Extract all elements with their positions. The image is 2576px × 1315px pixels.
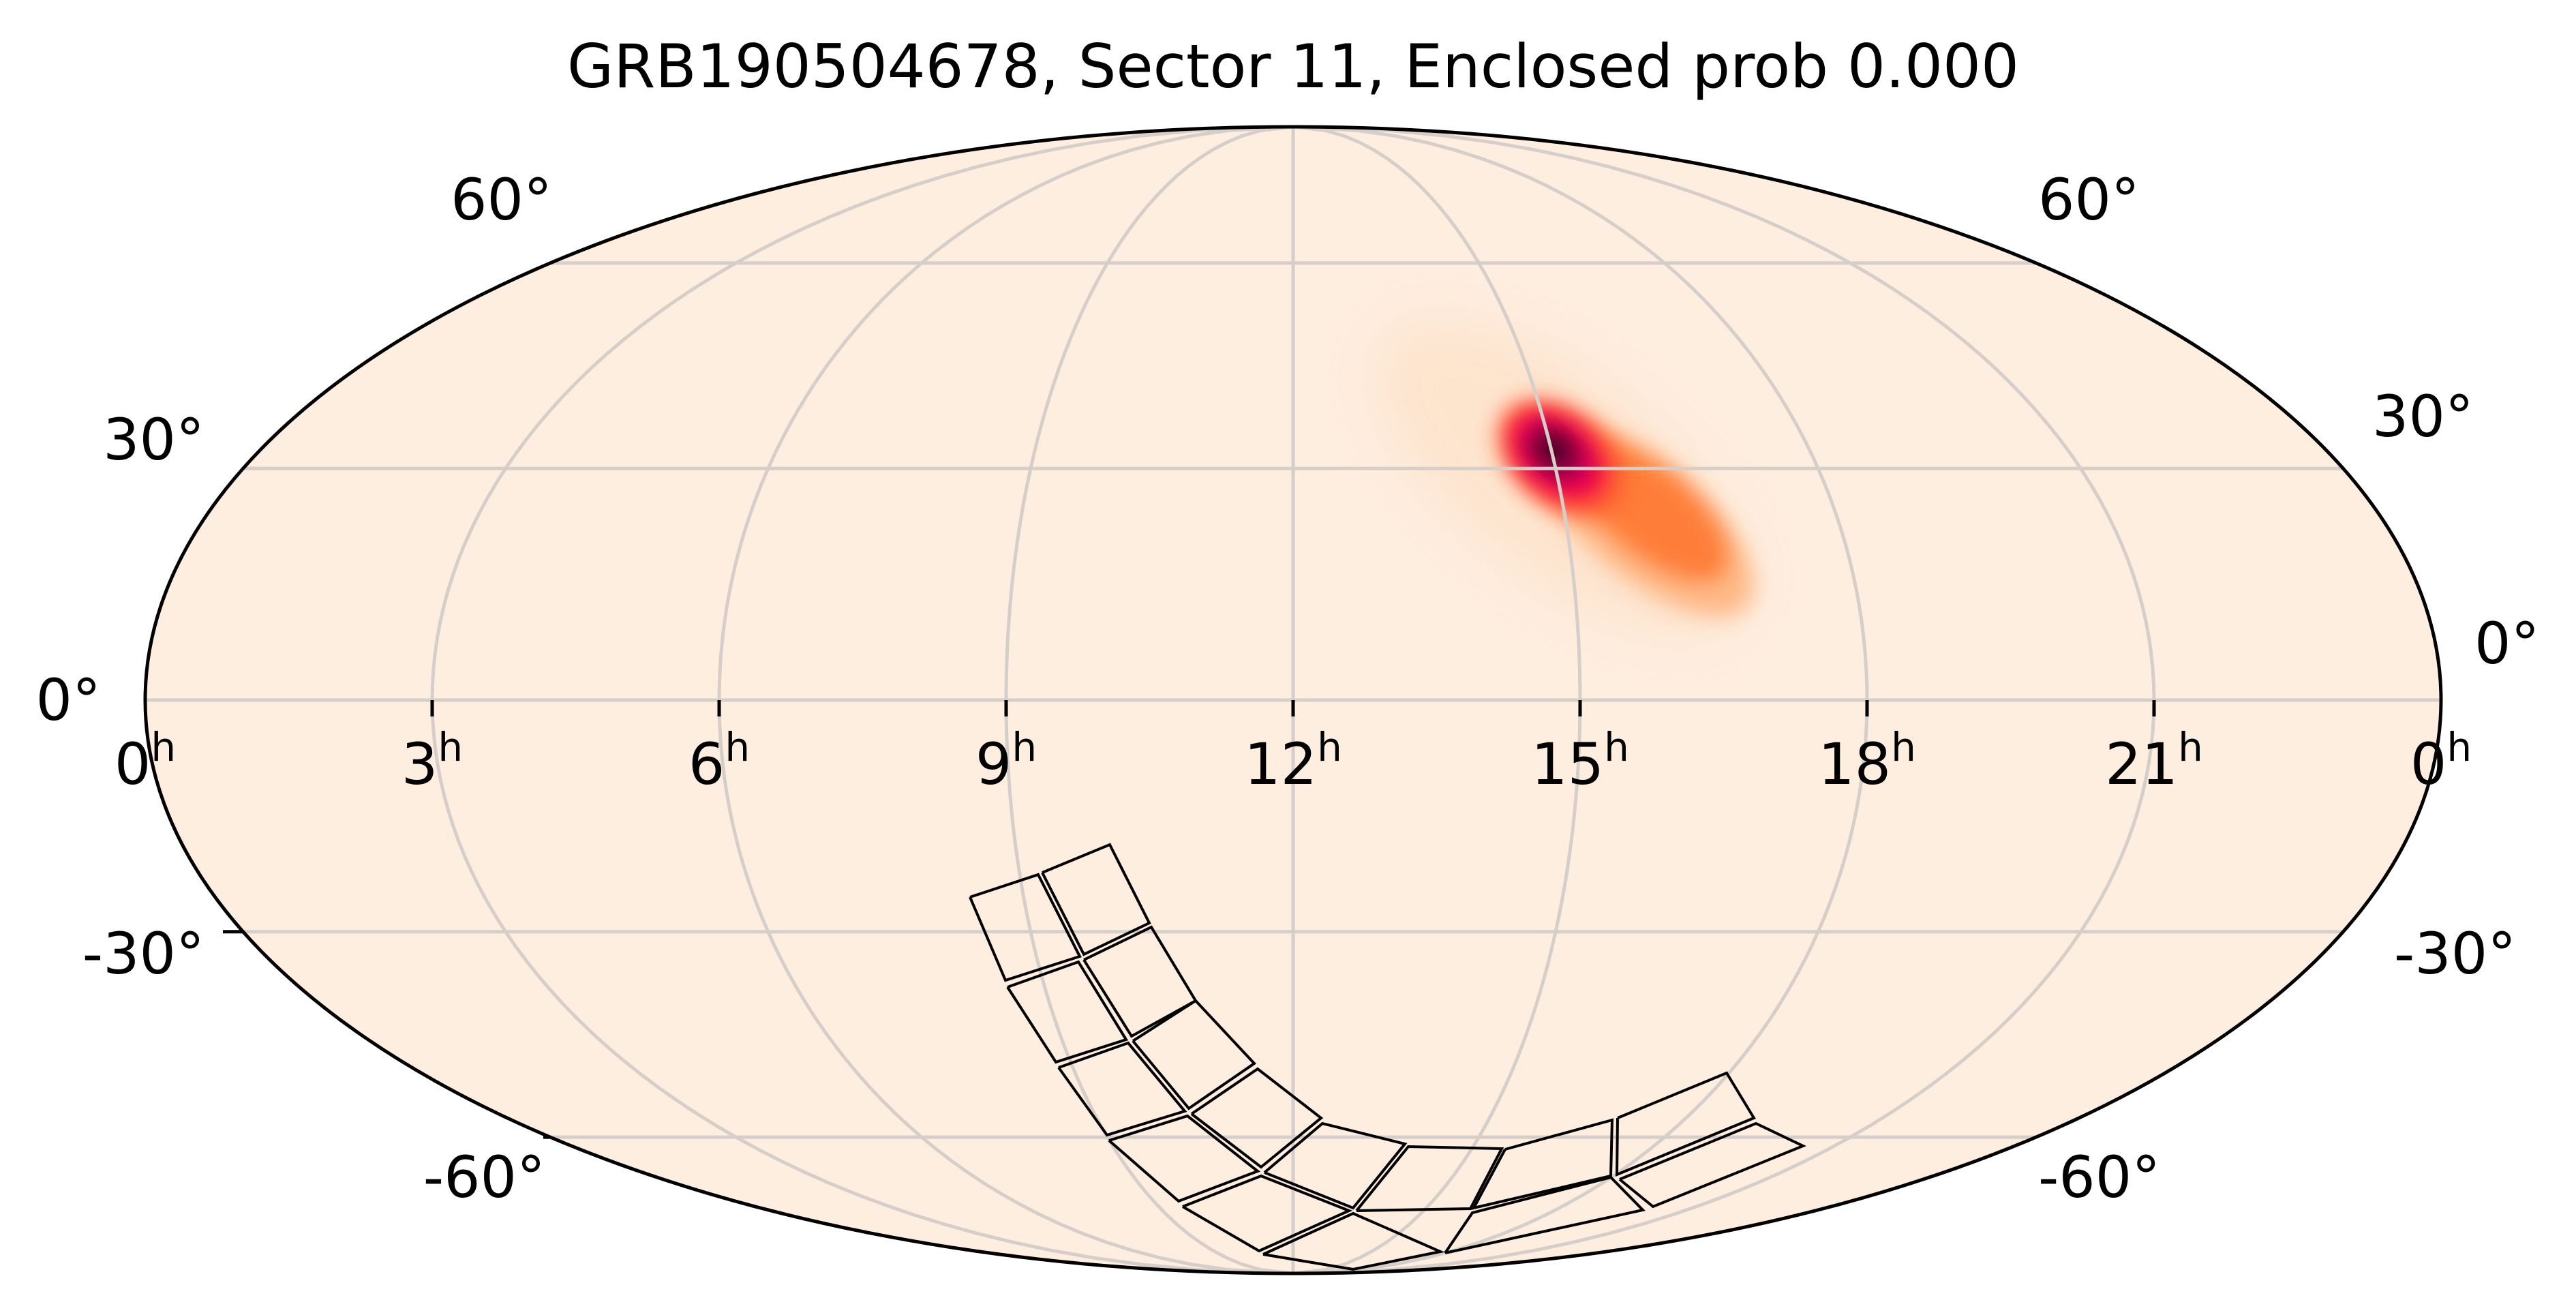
footprint-tile [1615, 1071, 1756, 1177]
dec-label-left: 30° [103, 406, 204, 473]
hour-superscript: h [2446, 724, 2472, 770]
footprint-tile [1355, 1145, 1504, 1212]
footprint-tile [969, 873, 1082, 982]
dec-label-right: 0° [2474, 610, 2539, 677]
hour-superscript: h [1317, 724, 1342, 770]
footprint-tile [1132, 999, 1257, 1110]
dec-label-left: -30° [82, 920, 204, 987]
dec-label-right: 60° [2038, 166, 2140, 233]
hour-superscript: h [151, 724, 176, 770]
probability-contour [1537, 434, 1571, 467]
ra-tick-label: 21h [2105, 724, 2203, 798]
dec-label-left: 0° [36, 667, 101, 734]
footprint-tile [1471, 1118, 1614, 1210]
ra-tick-label: 0h [2410, 724, 2472, 798]
footprint-tile [1618, 1121, 1806, 1209]
hour-superscript: h [1891, 724, 1916, 770]
dec-label-left: -60° [423, 1144, 545, 1211]
sector-footprint-tiles [969, 843, 1806, 1271]
map-outline [143, 125, 2443, 1275]
footprint-tile [1181, 1174, 1353, 1253]
dec-label-right: 30° [2372, 383, 2474, 450]
hour-superscript: h [1604, 724, 1629, 770]
footprint-tile [1041, 843, 1151, 956]
footprint-tile [1263, 1121, 1408, 1210]
hour-superscript: h [438, 724, 463, 770]
footprint-tile [1006, 960, 1129, 1064]
hour-superscript: h [2178, 724, 2203, 770]
chart-title: GRB190504678, Sector 11, Enclosed prob 0… [567, 31, 2019, 102]
footprint-tile [1108, 1114, 1261, 1203]
hour-superscript: h [725, 724, 750, 770]
declination-labels: 60° 30° 0° -30° -60° 60° 30° 0° -30° -60° [36, 166, 2540, 1211]
dec-label-right: -60° [2038, 1144, 2160, 1211]
axis-ticks [223, 700, 2156, 1139]
footprint-tile [1190, 1067, 1324, 1169]
dec-label-right: -30° [2394, 920, 2516, 987]
footprint-tile [1057, 1041, 1187, 1137]
dec-label-left: 60° [451, 166, 552, 233]
hour-superscript: h [1012, 724, 1037, 770]
footprint-tile [1262, 1211, 1445, 1271]
